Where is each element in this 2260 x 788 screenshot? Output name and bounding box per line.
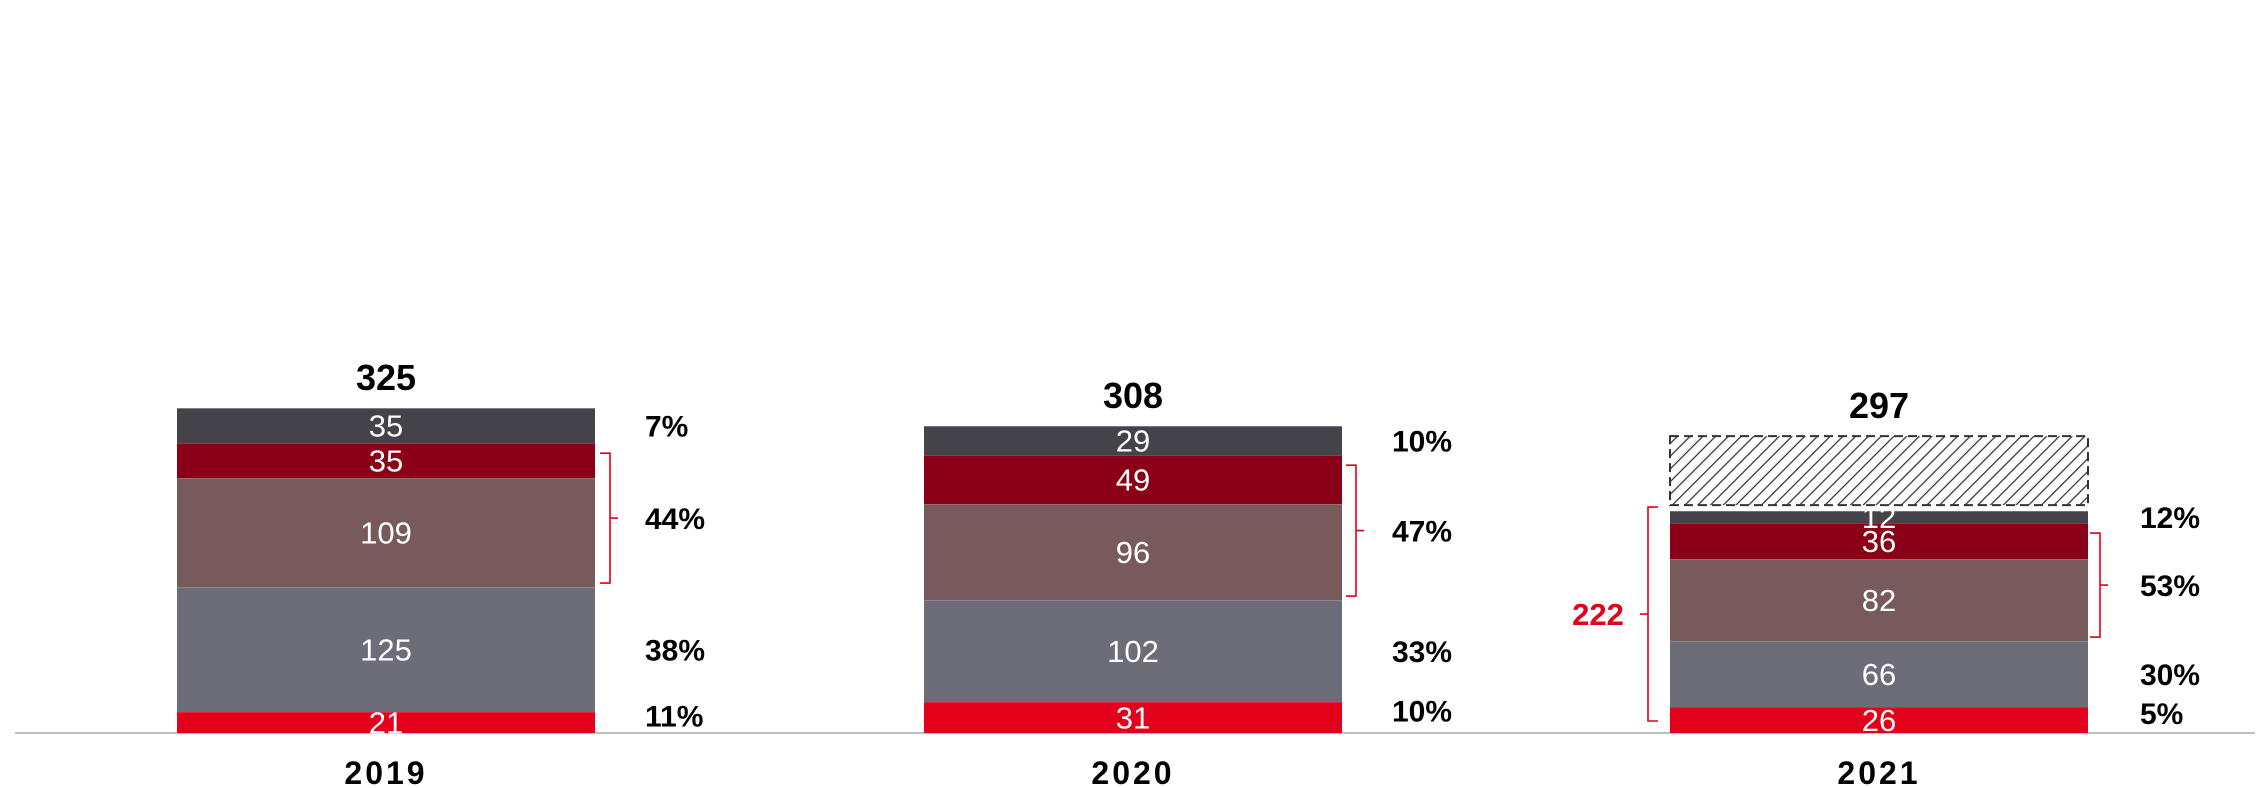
bar-segment-grey-2021 bbox=[1670, 641, 2088, 708]
data-label-grey-2021: 66 bbox=[1862, 657, 1896, 692]
bar-segment-charcoal-2019 bbox=[177, 408, 595, 444]
data-label-red-2021: 26 bbox=[1862, 703, 1896, 738]
category-label-2019: 2019 bbox=[344, 755, 427, 788]
bar-segment-brown-2020 bbox=[924, 504, 1342, 601]
data-label-grey-2020: 102 bbox=[1107, 634, 1159, 669]
share-label-charcoal-2020: 10% bbox=[1392, 426, 1452, 459]
bar-segment-grey-2020 bbox=[924, 600, 1342, 703]
total-label-2021: 297 bbox=[1849, 385, 1909, 426]
bracket-group-2020 bbox=[1346, 464, 1364, 597]
data-label-red-2020: 31 bbox=[1116, 701, 1150, 736]
share-label-red-2021: 5% bbox=[2140, 698, 2183, 731]
bar-segment-red-2019 bbox=[177, 712, 595, 733]
data-label-charcoal-2020: 29 bbox=[1116, 424, 1150, 459]
group-share-label-2019: 44% bbox=[645, 503, 705, 536]
bar-segment-darkred-2019 bbox=[177, 443, 595, 479]
bracket-total-2021 bbox=[1640, 506, 1658, 722]
data-label-grey-2019: 125 bbox=[360, 633, 412, 668]
bar-segment-red-2020 bbox=[924, 702, 1342, 733]
share-label-grey-2021: 30% bbox=[2140, 659, 2200, 692]
data-label-charcoal-2019: 35 bbox=[369, 409, 403, 444]
data-label-brown-2021: 82 bbox=[1862, 583, 1896, 618]
total-label-2019: 325 bbox=[356, 357, 416, 398]
data-label-brown-2019: 109 bbox=[360, 516, 412, 551]
share-label-charcoal-2019: 7% bbox=[645, 411, 688, 444]
share-label-grey-2019: 38% bbox=[645, 635, 705, 668]
bracket-label-2021: 222 bbox=[1572, 597, 1624, 632]
group-share-label-2020: 47% bbox=[1392, 516, 1452, 549]
data-label-darkred-2019: 35 bbox=[369, 444, 403, 479]
share-label-red-2020: 10% bbox=[1392, 696, 1452, 729]
total-label-2020: 308 bbox=[1103, 375, 1163, 416]
share-label-charcoal-2021: 12% bbox=[2140, 502, 2200, 535]
bar-segment-darkred-2021 bbox=[1670, 523, 2088, 560]
bar-segment-darkred-2020 bbox=[924, 455, 1342, 505]
category-label-2020: 2020 bbox=[1091, 755, 1174, 788]
bar-segment-charcoal-2020 bbox=[924, 426, 1342, 456]
share-label-grey-2020: 33% bbox=[1392, 636, 1452, 669]
data-label-darkred-2020: 49 bbox=[1116, 463, 1150, 498]
hatched-remainder-2021 bbox=[1669, 435, 2089, 507]
bar-segment-red-2021 bbox=[1670, 707, 2088, 733]
share-label-red-2019: 11% bbox=[645, 701, 703, 734]
category-label-2021: 2021 bbox=[1837, 755, 1920, 788]
data-label-brown-2020: 96 bbox=[1116, 535, 1150, 570]
bracket-group-2019 bbox=[600, 452, 618, 584]
bracket-group-2021 bbox=[2090, 532, 2108, 638]
group-share-label-2021: 53% bbox=[2140, 570, 2200, 603]
bar-segment-brown-2021 bbox=[1670, 559, 2088, 642]
bar-segment-charcoal-2021 bbox=[1670, 511, 2088, 524]
bar-segment-brown-2019 bbox=[177, 478, 595, 588]
bar-segment-grey-2019 bbox=[177, 587, 595, 713]
data-label-darkred-2021: 36 bbox=[1862, 524, 1896, 559]
chart-marks: 211251093535325201911%38%7%44%3110296492… bbox=[15, 357, 2255, 788]
